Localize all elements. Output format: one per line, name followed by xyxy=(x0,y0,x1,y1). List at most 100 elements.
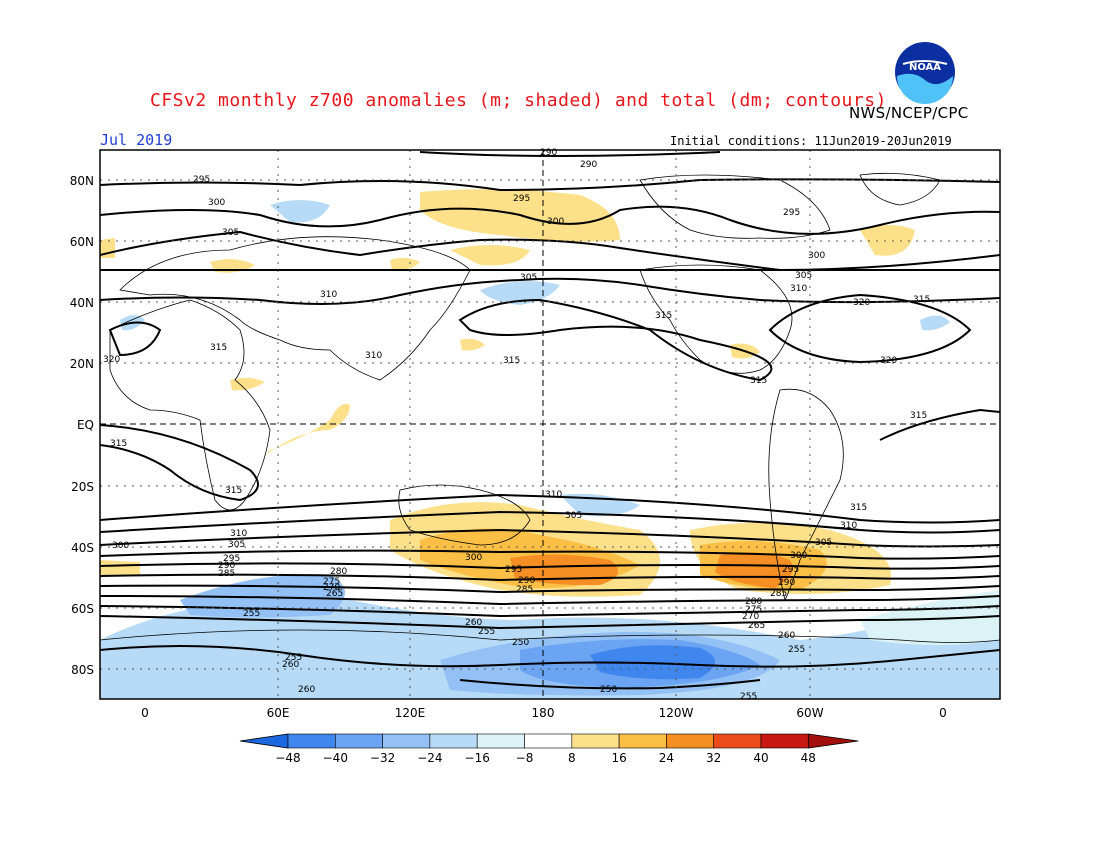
longitude-label: 0 xyxy=(141,706,149,720)
contour-label: 300 xyxy=(208,198,225,208)
contour-label: 290 xyxy=(580,160,597,170)
contour-label: 255 xyxy=(740,692,757,702)
contour-label: 310 xyxy=(230,529,247,539)
contour-label: 270 xyxy=(323,583,340,593)
anomaly-shading xyxy=(100,189,1000,699)
colorbar-swatch xyxy=(618,733,667,749)
colorbar: −48 −40 −32 −24 −16 −8 8 16 24 32 40 48 xyxy=(239,733,859,765)
colorbar-arrow-left xyxy=(239,733,289,749)
colorbar-tick-label: 32 xyxy=(706,751,721,765)
colorbar-tick-label: −8 xyxy=(516,751,534,765)
height-contours xyxy=(100,151,1000,690)
contour-label: 260 xyxy=(465,618,482,628)
organization-label: NWS/NCEP/CPC xyxy=(849,104,969,122)
colorbar-tick-label: −48 xyxy=(275,751,300,765)
svg-text:NOAA: NOAA xyxy=(909,62,941,73)
contour-label: 295 xyxy=(505,565,522,575)
contour-label: 295 xyxy=(783,208,800,218)
contour-label: 265 xyxy=(748,621,765,631)
colorbar-tick-label: −16 xyxy=(465,751,490,765)
latitude-label: EQ xyxy=(77,418,94,432)
colorbar-swatch xyxy=(382,733,431,749)
contour-label: 305 xyxy=(795,271,812,281)
colorbar-swatch xyxy=(666,733,715,749)
contour-label: 290 xyxy=(518,576,535,586)
contour-label: 305 xyxy=(565,511,582,521)
colorbar-swatch xyxy=(287,733,336,749)
contour-label: 310 xyxy=(320,290,337,300)
contour-label: 295 xyxy=(782,565,799,575)
contour-label: 260 xyxy=(778,631,795,641)
colorbar-swatch xyxy=(524,733,573,749)
colorbar-swatch xyxy=(476,733,525,749)
longitude-label: 60W xyxy=(796,706,823,720)
contour-label: 315 xyxy=(210,343,227,353)
coastlines xyxy=(100,172,1000,643)
latitude-label: 40S xyxy=(71,541,94,555)
forecast-month: Jul 2019 xyxy=(100,131,173,149)
contour-label: 250 xyxy=(600,685,617,695)
reference-lines xyxy=(100,150,1000,699)
contour-label: 280 xyxy=(330,567,347,577)
contour-label: 255 xyxy=(285,653,302,663)
colorbar-arrow-right xyxy=(807,733,859,749)
latitude-label: 40N xyxy=(70,296,94,310)
contour-label: 300 xyxy=(112,541,129,551)
colorbar-tick-label: 8 xyxy=(568,751,576,765)
contour-label: 260 xyxy=(298,685,315,695)
latitude-label: 60N xyxy=(70,235,94,249)
latitude-label: 80N xyxy=(70,174,94,188)
colorbar-tick-label: 16 xyxy=(611,751,626,765)
noaa-logo-icon: NOAA xyxy=(895,42,955,104)
colorbar-tick-label: 24 xyxy=(659,751,674,765)
contour-label: 305 xyxy=(520,273,537,283)
contour-label: 315 xyxy=(913,295,930,305)
latitude-label: 80S xyxy=(71,663,94,677)
contour-label: 300 xyxy=(808,251,825,261)
contour-label: 290 xyxy=(540,148,557,158)
contour-label: 295 xyxy=(193,175,210,185)
colorbar-swatch xyxy=(713,733,762,749)
contour-label: 260 xyxy=(282,660,299,670)
contour-label: 315 xyxy=(225,486,242,496)
contour-label-group: 295 300 305 295 300 290 290 305 295 300 … xyxy=(103,148,930,702)
latitude-axis: 80N 60N 40N 20N EQ 20S 40S 60S 80S xyxy=(70,174,94,677)
contour-label: 280 xyxy=(745,597,762,607)
contour-label: 310 xyxy=(545,490,562,500)
contour-label: 300 xyxy=(790,551,807,561)
contour-label: 315 xyxy=(655,311,672,321)
contour-label: 255 xyxy=(478,627,495,637)
contour-label: 270 xyxy=(742,612,759,622)
contour-label: 295 xyxy=(223,554,240,564)
colorbar-tick-label: −24 xyxy=(417,751,442,765)
contour-label: 320 xyxy=(103,355,120,365)
contour-label: 285 xyxy=(516,585,533,595)
colorbar-tick-label: 48 xyxy=(801,751,816,765)
contour-label: 300 xyxy=(547,217,564,227)
colorbar-swatch xyxy=(429,733,478,749)
plot-frame xyxy=(99,149,1001,700)
contour-label: 255 xyxy=(243,609,260,619)
colorbar-swatch xyxy=(760,733,809,749)
contour-label: 310 xyxy=(365,351,382,361)
latitude-label: 20N xyxy=(70,357,94,371)
contour-label: 315 xyxy=(110,439,127,449)
contour-label: 255 xyxy=(788,645,805,655)
colorbar-tick-label: −32 xyxy=(370,751,395,765)
colorbar-tick-label: 40 xyxy=(753,751,768,765)
latitude-label: 20S xyxy=(71,480,94,494)
contour-label: 320 xyxy=(853,298,870,308)
contour-label: 315 xyxy=(850,503,867,513)
contour-label: 310 xyxy=(790,284,807,294)
longitude-label: 180 xyxy=(532,706,555,720)
contour-label: 290 xyxy=(778,578,795,588)
contour-label: 275 xyxy=(323,577,340,587)
contour-label: 290 xyxy=(218,561,235,571)
colorbar-tick-label: −40 xyxy=(323,751,348,765)
longitude-label: 60E xyxy=(267,706,290,720)
contour-label: 310 xyxy=(840,521,857,531)
contour-label: 295 xyxy=(513,194,530,204)
contour-label: 315 xyxy=(910,411,927,421)
contour-label: 275 xyxy=(745,605,762,615)
